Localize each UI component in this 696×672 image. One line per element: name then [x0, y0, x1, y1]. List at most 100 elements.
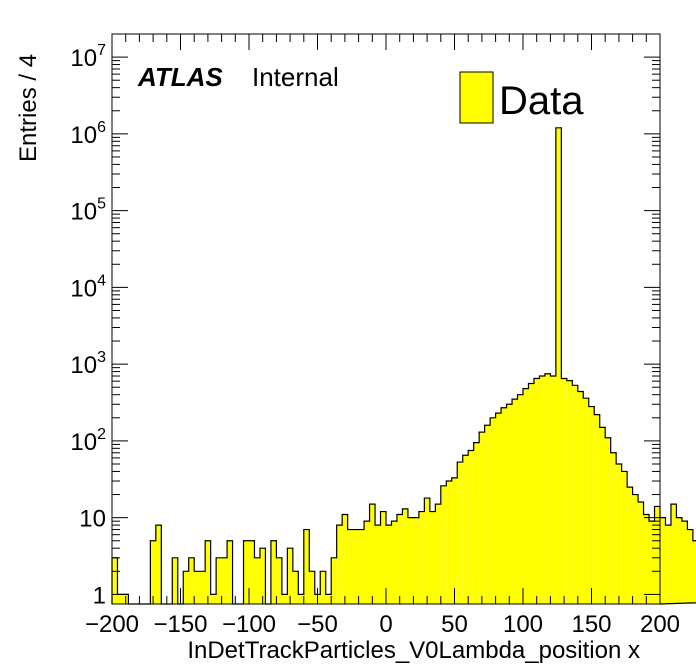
- y-tick-label-exponent: 4: [97, 272, 106, 289]
- y-tick-label: 107: [70, 42, 106, 72]
- histogram-bar: [462, 455, 469, 604]
- x-tick-label: −100: [222, 611, 276, 638]
- histogram-bar: [550, 376, 556, 604]
- histogram-bar: [654, 506, 660, 604]
- histogram-bar: [484, 425, 491, 604]
- histogram-bar: [276, 557, 282, 604]
- y-tick-label-exponent: 6: [97, 119, 106, 136]
- histogram-bar: [402, 508, 408, 604]
- y-tick-label: 103: [70, 349, 106, 379]
- histogram-bar: [621, 471, 628, 604]
- tick-labels: −200 −150 −100 −50 0 50 100 150 2001101021031041…: [70, 42, 680, 638]
- histogram-bar: [479, 432, 485, 604]
- histogram-bar: [380, 511, 386, 604]
- x-tick-label: −200: [85, 611, 139, 638]
- histogram-bar: [172, 557, 178, 604]
- histogram-bar: [347, 529, 354, 604]
- x-tick-label: 0: [379, 611, 392, 638]
- histogram-bar: [605, 437, 611, 604]
- histogram-bar: [227, 540, 233, 604]
- y-tick-label-base: 10: [79, 506, 106, 533]
- x-tick-label: 100: [503, 611, 543, 638]
- histogram-bar: [112, 557, 118, 604]
- y-tick-label: 104: [70, 272, 106, 302]
- histogram-bar: [539, 376, 545, 604]
- y-tick-label: 10: [79, 506, 106, 533]
- histogram-bar: [216, 557, 222, 604]
- histogram-bar: [364, 521, 370, 604]
- histogram-bar: [555, 127, 562, 604]
- histogram-bar: [457, 462, 463, 604]
- histogram-bar: [249, 540, 255, 604]
- histogram-bar: [259, 548, 266, 604]
- histogram-bar: [413, 517, 419, 604]
- x-tick-label: −150: [153, 611, 207, 638]
- histogram-bar: [528, 383, 534, 604]
- legend-entry-data: Data: [499, 79, 584, 123]
- histogram-bar: [660, 517, 666, 604]
- histogram-bar: [210, 594, 217, 604]
- histogram-bar: [309, 571, 315, 604]
- x-tick-label: 200: [640, 611, 680, 638]
- histogram-bar: [358, 529, 365, 604]
- histogram-bar: [572, 385, 578, 604]
- histogram-bar: [320, 571, 326, 604]
- histogram-bar: [506, 404, 513, 604]
- histogram-bar: [353, 529, 359, 604]
- y-tick-label-exponent: 3: [97, 349, 106, 366]
- histogram-bar: [501, 407, 507, 604]
- histogram-bar: [692, 540, 696, 604]
- histogram-bar: [396, 514, 403, 604]
- histogram-bar: [194, 571, 200, 604]
- y-tick-label-exponent: 5: [97, 196, 106, 213]
- histogram-bar: [632, 494, 639, 604]
- histogram-bar: [183, 571, 189, 604]
- y-tick-label: 1: [93, 582, 106, 609]
- histogram-bar: [523, 388, 529, 604]
- y-tick-label-exponent: 2: [97, 426, 106, 443]
- histogram-bar: [451, 477, 458, 604]
- histogram-bar: [512, 399, 518, 604]
- histogram-bar: [468, 450, 474, 604]
- histogram-bar: [517, 394, 523, 604]
- histogram-bar: [369, 504, 376, 604]
- x-axis-title: InDetTrackParticles_V0Lambda_position x: [187, 637, 640, 664]
- histogram-bar: [495, 413, 502, 604]
- axis-ticks: [111, 33, 661, 604]
- histogram-bar: [303, 529, 310, 604]
- histogram-bar: [407, 517, 414, 604]
- histogram-bar: [270, 540, 277, 604]
- histogram-bar: [117, 594, 123, 604]
- histogram-bar: [616, 464, 622, 604]
- histogram-bar: [281, 594, 288, 604]
- atlas-label: ATLAS: [137, 62, 223, 92]
- y-tick-label: 105: [70, 196, 106, 226]
- histogram-bar: [638, 501, 644, 604]
- histogram-bar: [221, 557, 228, 604]
- histogram-bar: [643, 514, 650, 604]
- x-tick-label: −50: [297, 611, 338, 638]
- histogram-bar: [610, 452, 617, 604]
- y-tick-label-base: 1: [93, 582, 106, 609]
- histogram-bar: [418, 511, 425, 604]
- histogram-bar: [533, 378, 540, 604]
- x-tick-label: 150: [571, 611, 611, 638]
- histogram-bar: [440, 485, 447, 604]
- histogram-bars: [111, 127, 696, 605]
- histogram-bar: [342, 514, 348, 604]
- histogram-bar: [205, 540, 211, 604]
- histogram-bar: [188, 557, 195, 604]
- histogram-bar: [391, 521, 397, 604]
- histogram-bar: [681, 521, 688, 604]
- histogram-bar: [435, 504, 441, 604]
- histogram-bar: [429, 511, 436, 604]
- histogram-bar: [446, 481, 452, 604]
- histogram-bar: [336, 525, 343, 604]
- histogram-bar: [599, 427, 606, 604]
- histogram-bar: [473, 442, 480, 604]
- y-axis-title: Entries / 4: [15, 54, 42, 162]
- y-tick-label: 102: [70, 426, 106, 456]
- histogram-bar: [375, 525, 381, 604]
- y-tick-label-base: 10: [70, 275, 97, 302]
